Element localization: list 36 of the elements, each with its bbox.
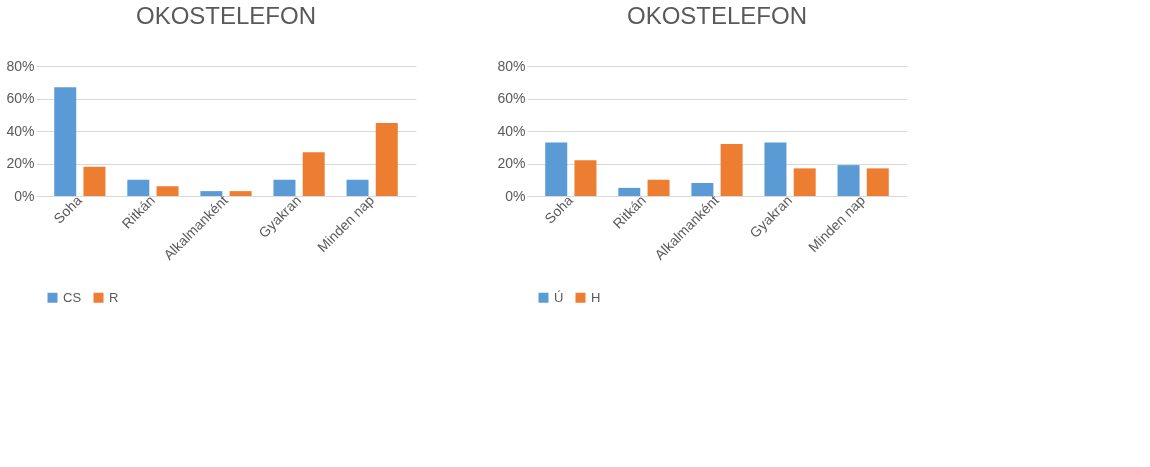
bar [127,179,150,196]
y-tick-label: 0% [14,187,35,204]
y-tick-label: 40% [497,122,526,139]
bar [302,152,325,196]
y-tick-label: 40% [6,122,35,139]
bar [574,160,597,196]
bar [720,144,743,196]
y-tick-label: 80% [497,57,526,74]
bar [346,179,369,196]
bar [545,142,568,196]
legend-label: CS [63,289,82,305]
bar [618,187,641,196]
bar [837,165,860,196]
y-tick-label: 20% [497,155,526,171]
bar [793,168,816,196]
bar [229,191,252,196]
bar [375,122,398,196]
bar [691,183,714,196]
legend-label: R [109,289,119,305]
y-tick-label: 20% [6,155,35,171]
y-tick-label: 60% [497,90,526,106]
bar [54,87,77,196]
y-tick-label: 0% [505,187,526,204]
chart-title: OKOSTELEFON [626,2,808,29]
bar [764,142,787,196]
bar [273,179,296,196]
bar [156,186,179,196]
bar [647,179,670,196]
y-tick-label: 80% [6,57,35,74]
bar [83,166,106,196]
chart-title: OKOSTELEFON [135,2,317,29]
bar [200,191,223,196]
legend-label: Ú [554,289,564,305]
legend-label: H [591,289,601,305]
bar [866,168,889,196]
y-tick-label: 60% [6,90,35,106]
